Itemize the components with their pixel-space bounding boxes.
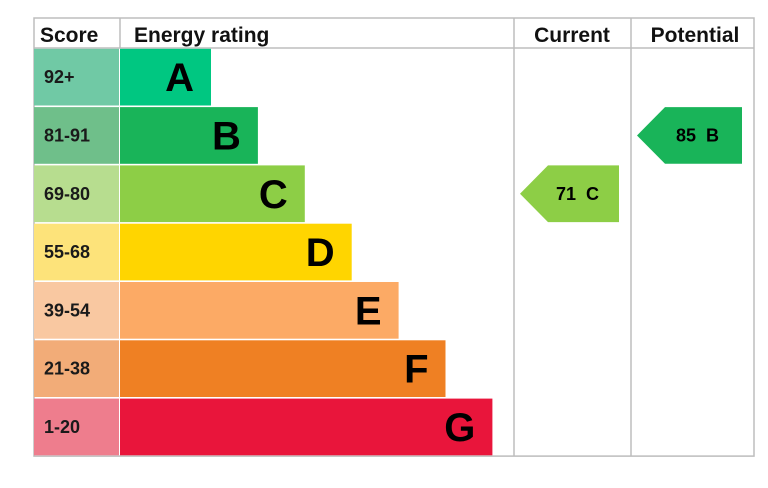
score-cell-b <box>34 107 119 164</box>
score-range-c: 69-80 <box>44 184 90 204</box>
score-range-f: 21-38 <box>44 359 90 379</box>
score-range-a: 92+ <box>44 67 75 87</box>
band-letter-b: B <box>212 114 241 158</box>
score-cell-c <box>34 165 119 223</box>
header-current: Current <box>534 24 610 47</box>
band-bar-e <box>120 282 399 339</box>
header-score: Score <box>40 24 98 47</box>
band-letter-g: G <box>444 406 475 450</box>
current-arrow <box>520 165 619 223</box>
band-letter-c: C <box>259 173 288 217</box>
band-bar-c <box>120 165 305 223</box>
rating-arrows: 71 C 85 B <box>520 107 742 223</box>
rating-bands: 92+ A 81-91 B 69-80 C 55-68 D 39-54 E 21-38 F 1-20 G <box>34 48 493 456</box>
band-letter-f: F <box>404 348 428 392</box>
score-cell-d <box>34 223 119 281</box>
potential-arrow <box>637 107 742 164</box>
band-bar-a <box>120 48 211 106</box>
header-energy-rating: Energy rating <box>134 24 269 47</box>
score-range-b: 81-91 <box>44 125 90 145</box>
header-potential: Potential <box>651 24 740 47</box>
potential-rating-label: 85 B <box>676 125 719 145</box>
band-bar-d <box>120 223 352 281</box>
band-letter-a: A <box>165 56 194 100</box>
band-bar-f <box>120 340 446 397</box>
current-rating-label: 71 C <box>556 184 599 204</box>
band-letter-d: D <box>306 231 335 275</box>
score-cell-f <box>34 340 119 397</box>
score-cell-e <box>34 282 119 339</box>
band-bar-b <box>120 107 258 164</box>
band-bar-g <box>120 398 493 456</box>
score-cell-g <box>34 398 119 456</box>
band-letter-e: E <box>355 289 382 333</box>
score-range-g: 1-20 <box>44 417 80 437</box>
score-range-d: 55-68 <box>44 242 90 262</box>
score-cell-a <box>34 48 119 106</box>
score-range-e: 39-54 <box>44 300 90 320</box>
